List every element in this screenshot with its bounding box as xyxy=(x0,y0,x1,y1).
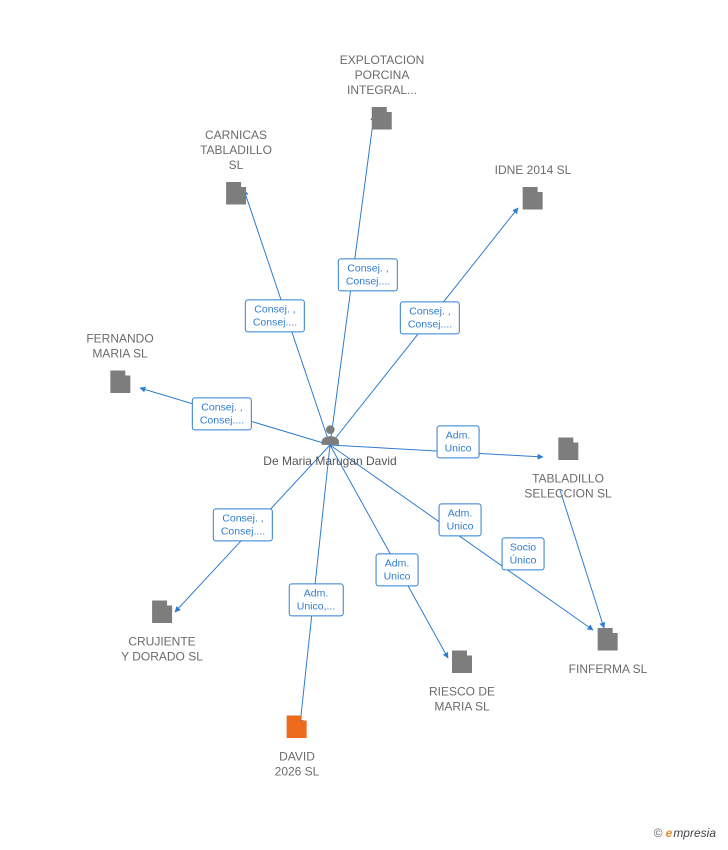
edge-line xyxy=(330,115,374,445)
edge-line xyxy=(140,388,330,445)
edge-line xyxy=(330,208,518,445)
diagram-canvas xyxy=(0,0,728,850)
edge-line xyxy=(560,490,604,628)
copyright-symbol: © xyxy=(653,826,662,840)
edge-line xyxy=(300,445,330,725)
edge-line xyxy=(244,190,330,445)
edge-line xyxy=(330,445,593,630)
edge-line xyxy=(330,445,543,457)
brand-rest: mpresia xyxy=(673,826,716,840)
edge-line xyxy=(330,445,448,658)
edge-line xyxy=(175,445,330,612)
copyright-label: © empresia xyxy=(653,826,716,840)
